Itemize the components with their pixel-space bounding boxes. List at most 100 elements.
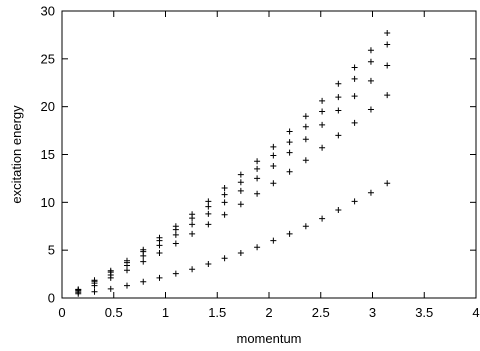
x-axis-label: momentum bbox=[236, 331, 301, 346]
x-tick-label: 2 bbox=[265, 305, 272, 320]
data-point bbox=[123, 257, 130, 264]
tick-labels: 0 0.5 1 1.5 2 2.5 3 3.5 4 0 5 10 15 20 25 30 bbox=[41, 4, 480, 321]
data-point bbox=[156, 274, 163, 281]
data-point bbox=[156, 234, 163, 241]
data-point bbox=[319, 97, 326, 104]
data-point bbox=[384, 30, 391, 37]
data-point bbox=[237, 201, 244, 208]
data-point bbox=[286, 230, 293, 237]
data-point bbox=[367, 106, 374, 113]
data-point bbox=[205, 221, 212, 228]
data-point bbox=[205, 210, 212, 217]
data-point bbox=[286, 128, 293, 135]
y-tick-label: 30 bbox=[41, 4, 55, 19]
data-point bbox=[254, 244, 261, 251]
data-point bbox=[351, 75, 358, 82]
data-point bbox=[140, 278, 147, 285]
data-point bbox=[189, 266, 196, 273]
data-point bbox=[367, 77, 374, 84]
data-point bbox=[237, 179, 244, 186]
data-point bbox=[107, 285, 114, 292]
x-tick-label: 1 bbox=[162, 305, 169, 320]
data-point bbox=[205, 198, 212, 205]
x-tick-label: 4 bbox=[472, 305, 479, 320]
data-point bbox=[172, 270, 179, 277]
y-tick-label: 15 bbox=[41, 147, 55, 162]
data-point bbox=[221, 211, 228, 218]
data-point bbox=[351, 198, 358, 205]
data-point bbox=[254, 165, 261, 172]
data-point bbox=[107, 267, 114, 274]
data-point bbox=[140, 258, 147, 265]
data-point bbox=[189, 211, 196, 218]
data-point bbox=[319, 108, 326, 115]
data-point bbox=[286, 149, 293, 156]
y-tick-label: 0 bbox=[48, 291, 55, 306]
data-point bbox=[384, 92, 391, 99]
data-point bbox=[156, 250, 163, 257]
data-point bbox=[172, 231, 179, 238]
data-point bbox=[237, 171, 244, 178]
data-point bbox=[351, 64, 358, 71]
data-point bbox=[384, 41, 391, 48]
data-points bbox=[75, 30, 391, 297]
data-point bbox=[221, 199, 228, 206]
data-point bbox=[335, 132, 342, 139]
data-point bbox=[172, 240, 179, 247]
data-point bbox=[367, 189, 374, 196]
data-point bbox=[205, 261, 212, 268]
data-point bbox=[367, 47, 374, 54]
data-point bbox=[319, 121, 326, 128]
data-point bbox=[205, 203, 212, 210]
x-tick-label: 0 bbox=[58, 305, 65, 320]
data-point bbox=[221, 191, 228, 198]
x-tick-label: 3.5 bbox=[415, 305, 433, 320]
x-tick-label: 1.5 bbox=[208, 305, 226, 320]
data-point bbox=[367, 58, 374, 65]
data-point bbox=[302, 123, 309, 130]
data-point bbox=[351, 93, 358, 100]
data-point bbox=[91, 277, 98, 284]
data-point bbox=[319, 215, 326, 222]
data-point bbox=[351, 119, 358, 126]
x-tick-label: 0.5 bbox=[105, 305, 123, 320]
data-point bbox=[302, 136, 309, 143]
data-point bbox=[286, 139, 293, 146]
data-point bbox=[254, 190, 261, 197]
y-axis-label: excitation energy bbox=[9, 105, 24, 204]
x-tick-label: 2.5 bbox=[312, 305, 330, 320]
data-point bbox=[319, 144, 326, 151]
data-point bbox=[237, 250, 244, 257]
y-tick-label: 20 bbox=[41, 99, 55, 114]
data-point bbox=[270, 237, 277, 244]
data-point bbox=[237, 187, 244, 194]
data-point bbox=[221, 255, 228, 262]
data-point bbox=[286, 168, 293, 175]
y-tick-label: 5 bbox=[48, 243, 55, 258]
data-point bbox=[254, 175, 261, 182]
axis-ticks bbox=[61, 10, 477, 299]
data-point bbox=[335, 80, 342, 87]
data-point bbox=[172, 223, 179, 230]
y-tick-label: 25 bbox=[41, 51, 55, 66]
data-point bbox=[123, 282, 130, 289]
data-point bbox=[335, 94, 342, 101]
data-point bbox=[270, 162, 277, 169]
data-point bbox=[189, 230, 196, 237]
data-point bbox=[91, 288, 98, 295]
data-point bbox=[335, 206, 342, 213]
x-tick-label: 3 bbox=[369, 305, 376, 320]
data-point bbox=[270, 152, 277, 159]
y-tick-label: 10 bbox=[41, 195, 55, 210]
data-point bbox=[302, 157, 309, 164]
data-point bbox=[302, 113, 309, 120]
plot-frame bbox=[61, 10, 477, 299]
data-point bbox=[75, 286, 82, 293]
data-point bbox=[270, 143, 277, 150]
data-point bbox=[384, 62, 391, 69]
data-point bbox=[384, 180, 391, 187]
data-point bbox=[140, 246, 147, 253]
data-point bbox=[270, 180, 277, 187]
data-point bbox=[189, 221, 196, 228]
